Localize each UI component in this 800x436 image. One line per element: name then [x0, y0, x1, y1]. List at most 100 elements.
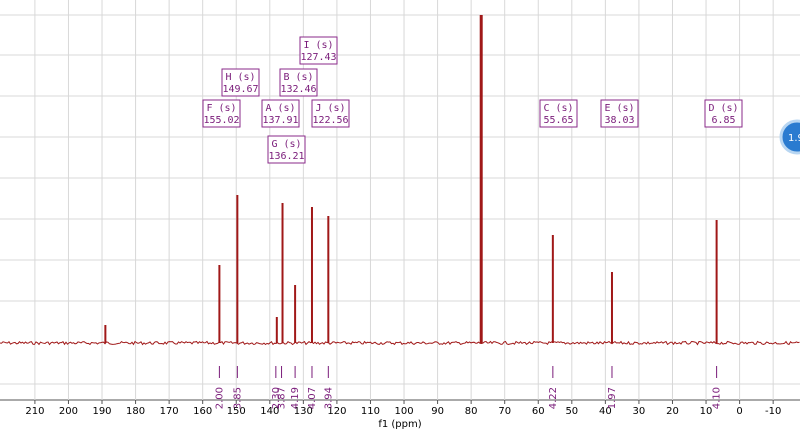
x-tick-label: 90 — [431, 406, 444, 417]
peak-label-box — [600, 99, 639, 128]
peak-multiplicity: (s) — [219, 103, 237, 114]
x-tick-label: 140 — [260, 406, 279, 417]
x-tick-label: 130 — [294, 406, 313, 417]
peak-shift: 122.56 — [312, 115, 348, 126]
peak-label: D (s)6.85 — [704, 99, 743, 128]
x-tick-label: 150 — [227, 406, 246, 417]
peak-label-name: E (s) — [604, 103, 634, 114]
baseline-noise — [0, 340, 800, 346]
x-tick-label: 70 — [498, 406, 511, 417]
peak-label-box — [279, 68, 318, 97]
x-tick-label: 100 — [394, 406, 413, 417]
peak-label: C (s)55.65 — [539, 99, 578, 128]
peak-multiplicity: (s) — [284, 139, 302, 150]
peak-label: G (s)136.21 — [267, 135, 306, 164]
peak-label-box — [221, 68, 260, 97]
peak-letter: D — [708, 103, 714, 114]
peak-shift: 155.02 — [203, 115, 239, 126]
peak-multiplicity: (s) — [278, 103, 296, 114]
peak-label-name: A (s) — [265, 103, 295, 114]
peak-letter: F — [206, 103, 212, 114]
x-axis-label: f1 (ppm) — [378, 419, 421, 430]
peak-letter: C — [543, 103, 549, 114]
peak-multiplicity: (s) — [721, 103, 739, 114]
x-tick-label: 60 — [532, 406, 545, 417]
peak-label-name: D (s) — [708, 103, 738, 114]
peak-shift: 55.65 — [543, 115, 573, 126]
peak-label-box — [704, 99, 743, 128]
integral-label: 2.30 — [271, 387, 282, 409]
peak-label: A (s)137.91 — [261, 99, 300, 128]
peak-shift: 137.91 — [262, 115, 298, 126]
x-tick-label: 180 — [126, 406, 145, 417]
peak-multiplicity: (s) — [238, 72, 256, 83]
x-tick-label: 170 — [160, 406, 179, 417]
peak-shift: 136.21 — [268, 151, 304, 162]
peak-label-name: B (s) — [283, 72, 313, 83]
peak-letter: H — [225, 72, 231, 83]
integral-label: 3.87 — [277, 387, 288, 409]
peak-letter: A — [265, 103, 271, 114]
x-tick-label: 190 — [92, 406, 111, 417]
integral-label: 1.97 — [607, 387, 618, 409]
x-tick-label: 80 — [465, 406, 478, 417]
x-tick-label: 30 — [633, 406, 646, 417]
peak-label-name: G (s) — [271, 139, 301, 150]
peak-label: I (s)127.43 — [299, 36, 338, 65]
peak-label: J (s)122.56 — [311, 99, 350, 128]
peak-label: B (s)132.46 — [279, 68, 318, 97]
integral-label: 3.85 — [232, 387, 243, 409]
peak-shift: 149.67 — [222, 84, 258, 95]
peak-letter: I — [303, 40, 309, 51]
x-tick-label: 120 — [327, 406, 346, 417]
side-badge[interactable]: 1.9 — [779, 119, 800, 155]
axis-band — [0, 400, 800, 436]
x-tick-label: 10 — [700, 406, 713, 417]
x-tick-label: 110 — [361, 406, 380, 417]
integral-label: 4.07 — [307, 387, 318, 409]
integral-label: 4.22 — [548, 387, 559, 409]
peak-shift: 132.46 — [280, 84, 316, 95]
peak-letter: E — [604, 103, 610, 114]
x-tick-label: 200 — [59, 406, 78, 417]
peak-label-box — [261, 99, 300, 128]
x-tick-label: 20 — [666, 406, 679, 417]
peak-label: H (s)149.67 — [221, 68, 260, 97]
peak-label-box — [267, 135, 306, 164]
peak-shift: 6.85 — [711, 115, 735, 126]
peak-letter: G — [271, 139, 277, 150]
peak-label-box — [202, 99, 241, 128]
peak-multiplicity: (s) — [316, 40, 334, 51]
peak-label: F (s)155.02 — [202, 99, 241, 128]
peak-label-name: H (s) — [225, 72, 255, 83]
peak-label-name: I (s) — [303, 40, 333, 51]
peak-multiplicity: (s) — [296, 72, 314, 83]
peak-label-name: J (s) — [315, 103, 345, 114]
integral-label: 4.10 — [712, 387, 723, 409]
x-tick-label: 0 — [736, 406, 742, 417]
x-tick-label: -10 — [765, 406, 781, 417]
x-tick-label: 40 — [599, 406, 612, 417]
peak-multiplicity: (s) — [556, 103, 574, 114]
peak-multiplicity: (s) — [328, 103, 346, 114]
integral-label: 3.94 — [323, 387, 334, 409]
badge-text[interactable]: 1.9 — [788, 133, 800, 144]
peak-multiplicity: (s) — [617, 103, 635, 114]
peak-letter: J — [315, 103, 321, 114]
peak-label-box — [539, 99, 578, 128]
x-tick-label: 210 — [25, 406, 44, 417]
integral-label: 2.00 — [214, 387, 225, 409]
integral-label: 4.19 — [290, 387, 301, 409]
x-tick-label: 50 — [565, 406, 578, 417]
badge-circle[interactable] — [779, 119, 800, 155]
peak-label-name: F (s) — [206, 103, 236, 114]
peak-label-box — [299, 36, 338, 65]
peak-shift: 38.03 — [604, 115, 634, 126]
horizontal-grid — [0, 14, 800, 385]
x-tick-label: 160 — [193, 406, 212, 417]
peak-label-box — [311, 99, 350, 128]
peak-label: E (s)38.03 — [600, 99, 639, 128]
peak-letter: B — [283, 72, 289, 83]
